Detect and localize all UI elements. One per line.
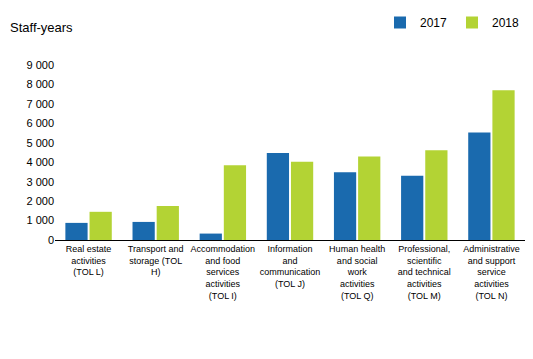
svg-text:Transport andstorage (TOLH): Transport andstorage (TOLH) [128, 244, 184, 277]
svg-text:Staff-years: Staff-years [10, 20, 73, 35]
svg-text:4 000: 4 000 [26, 156, 54, 168]
svg-text:1 000: 1 000 [26, 214, 54, 226]
svg-text:2018: 2018 [492, 16, 519, 30]
svg-text:Real estateactivities(TOL L): Real estateactivities(TOL L) [66, 244, 112, 277]
svg-text:Human healthand socialworkacti: Human healthand socialworkactivities(TOL… [329, 244, 385, 301]
svg-text:2017: 2017 [420, 16, 447, 30]
svg-text:5 000: 5 000 [26, 137, 54, 149]
svg-text:0: 0 [48, 234, 54, 246]
svg-text:2 000: 2 000 [26, 195, 54, 207]
svg-text:7 000: 7 000 [26, 98, 54, 110]
svg-text:9 000: 9 000 [26, 59, 54, 71]
svg-text:8 000: 8 000 [26, 78, 54, 90]
svg-text:Accommodationand foodservicesa: Accommodationand foodservicesactivities(… [191, 244, 256, 301]
svg-text:Informationandcommunication(TO: Informationandcommunication(TOL J) [260, 244, 321, 289]
svg-text:Professional,scientificand tec: Professional,scientificand technicalacti… [398, 244, 451, 301]
svg-text:3 000: 3 000 [26, 176, 54, 188]
svg-text:Administrativeand supportservi: Administrativeand supportserviceactiviti… [463, 244, 520, 301]
svg-text:6 000: 6 000 [26, 117, 54, 129]
